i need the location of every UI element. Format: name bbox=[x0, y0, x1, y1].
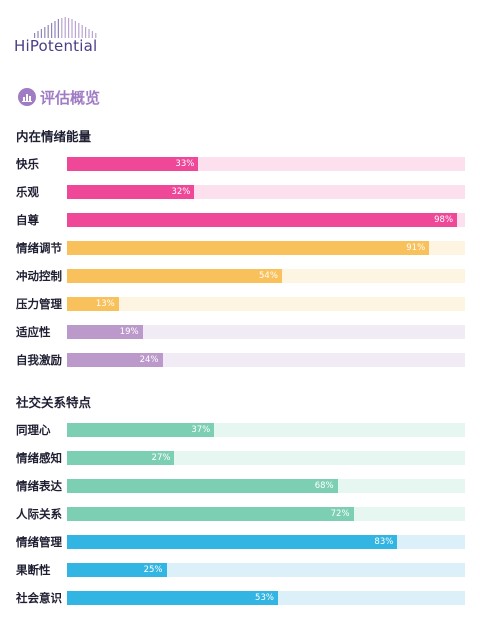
bar-track: 53% bbox=[67, 591, 465, 605]
bar-track: 13% bbox=[67, 297, 465, 311]
bar-value-label: 68% bbox=[314, 481, 334, 491]
bar-row: 压力管理 13% bbox=[16, 297, 466, 311]
bar-row: 自尊 98% bbox=[16, 213, 466, 227]
bar-row: 冲动控制 54% bbox=[16, 269, 466, 283]
bar-category-label: 冲动控制 bbox=[16, 269, 62, 283]
bar-value-label: 54% bbox=[259, 271, 278, 281]
bar-row: 情绪表达 68% bbox=[16, 479, 466, 493]
bar-value-label: 91% bbox=[406, 243, 426, 253]
bar-value-label: 25% bbox=[143, 565, 163, 575]
bar-value-label: 32% bbox=[171, 187, 191, 197]
bar-value-label: 33% bbox=[175, 159, 195, 169]
bar-category-label: 压力管理 bbox=[16, 297, 62, 311]
bar-track: 37% bbox=[67, 423, 465, 437]
bar-track: 68% bbox=[67, 479, 465, 493]
bar-value-label: 24% bbox=[139, 355, 159, 365]
bar-track: 91% bbox=[67, 241, 465, 255]
bar: 98% bbox=[67, 213, 458, 227]
bar-row: 情绪感知 27% bbox=[16, 451, 466, 465]
brand-name: HiPotential bbox=[14, 37, 98, 55]
bar-row: 适应性 19% bbox=[16, 325, 466, 339]
bar-track: 19% bbox=[67, 325, 465, 339]
bar-value-label: 98% bbox=[434, 215, 454, 225]
bar-category-label: 人际关系 bbox=[16, 507, 62, 521]
bar-track: 27% bbox=[67, 451, 465, 465]
bar-track: 25% bbox=[67, 563, 465, 577]
bar: 72% bbox=[67, 507, 354, 521]
logo-bars-icon bbox=[34, 17, 97, 38]
bar: 37% bbox=[67, 423, 215, 437]
bar-row: 人际关系 72% bbox=[16, 507, 466, 521]
bar: 83% bbox=[67, 535, 398, 549]
bar-category-label: 情绪感知 bbox=[16, 451, 62, 465]
bar: 53% bbox=[67, 591, 278, 605]
bar-category-label: 乐观 bbox=[16, 185, 39, 199]
bar-chart-icon bbox=[18, 88, 36, 106]
bar: 54% bbox=[67, 269, 282, 283]
bar-category-label: 快乐 bbox=[16, 157, 39, 171]
bar-value-label: 53% bbox=[255, 593, 274, 603]
bar-value-label: 37% bbox=[191, 425, 211, 435]
bar-row: 自我激励 24% bbox=[16, 353, 466, 367]
bar-row: 快乐 33% bbox=[16, 157, 466, 171]
bar-value-label: 27% bbox=[151, 453, 171, 463]
bar: 19% bbox=[67, 325, 143, 339]
section-title-inner-energy: 内在情绪能量 bbox=[16, 129, 92, 144]
bar-value-label: 13% bbox=[95, 299, 115, 309]
bar: 33% bbox=[67, 157, 199, 171]
bar-category-label: 情绪调节 bbox=[16, 241, 62, 255]
bar-category-label: 适应性 bbox=[16, 325, 51, 339]
bar-value-label: 19% bbox=[119, 327, 139, 337]
bar-track: 33% bbox=[67, 157, 465, 171]
bar: 91% bbox=[67, 241, 430, 255]
bar: 25% bbox=[67, 563, 167, 577]
bar-value-label: 72% bbox=[330, 509, 350, 519]
bar-category-label: 情绪表达 bbox=[16, 479, 62, 493]
bar-category-label: 情绪管理 bbox=[16, 535, 62, 549]
bar-category-label: 自尊 bbox=[16, 213, 39, 227]
bar-track: 72% bbox=[67, 507, 465, 521]
section-title-social: 社交关系特点 bbox=[16, 395, 92, 410]
bar-track: 32% bbox=[67, 185, 465, 199]
bar-value-label: 83% bbox=[374, 537, 394, 547]
bar-category-label: 果断性 bbox=[16, 563, 51, 577]
overview-header: 评估概览 bbox=[18, 86, 100, 108]
bar-row: 情绪管理 83% bbox=[16, 535, 466, 549]
bar-row: 同理心 37% bbox=[16, 423, 466, 437]
bar-category-label: 自我激励 bbox=[16, 353, 62, 367]
bar-category-label: 社会意识 bbox=[16, 591, 62, 605]
bar-track: 24% bbox=[67, 353, 465, 367]
bar: 32% bbox=[67, 185, 195, 199]
bar: 68% bbox=[67, 479, 338, 493]
bar-row: 社会意识 53% bbox=[16, 591, 466, 605]
bar-track: 54% bbox=[67, 269, 465, 283]
bar-row: 乐观 32% bbox=[16, 185, 466, 199]
bar-row: 果断性 25% bbox=[16, 563, 466, 577]
bar: 13% bbox=[67, 297, 119, 311]
bar-track: 98% bbox=[67, 213, 465, 227]
bar-track: 83% bbox=[67, 535, 465, 549]
bar-row: 情绪调节 91% bbox=[16, 241, 466, 255]
overview-title: 评估概览 bbox=[40, 88, 101, 107]
bar: 24% bbox=[67, 353, 163, 367]
bar-category-label: 同理心 bbox=[16, 423, 51, 437]
bar: 27% bbox=[67, 451, 175, 465]
